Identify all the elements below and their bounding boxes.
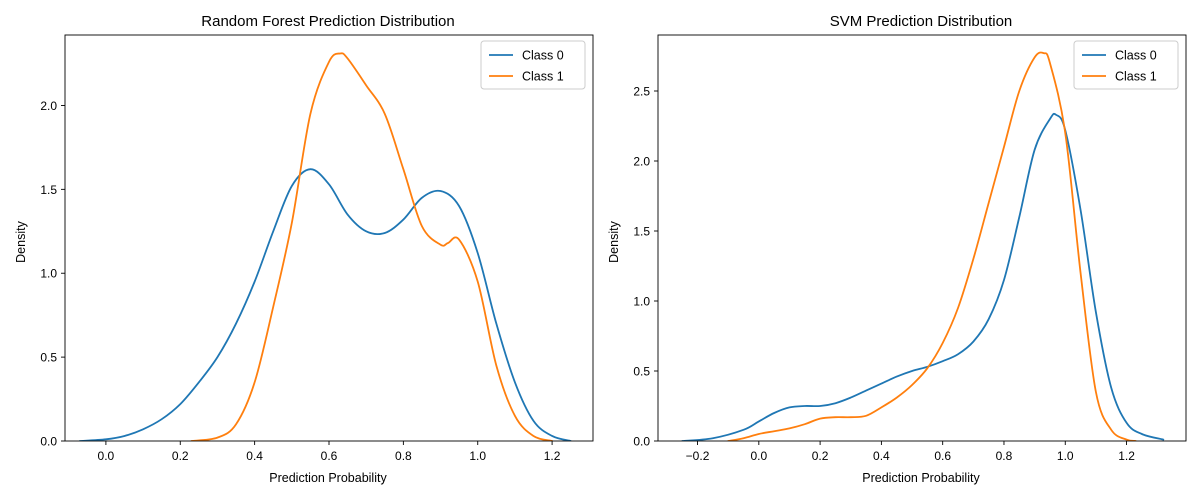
legend-label-class-0: Class 0 xyxy=(522,49,564,63)
y-tick-label: 2.0 xyxy=(633,155,650,169)
series-line-class-1 xyxy=(727,51,1137,441)
y-tick-label: 0.5 xyxy=(40,351,57,365)
x-tick-label: 1.0 xyxy=(1057,449,1074,463)
y-axis-label: Density xyxy=(14,220,28,262)
y-tick-label: 1.0 xyxy=(40,267,57,281)
y-tick-label: 0.0 xyxy=(633,435,650,449)
x-tick-label: 1.2 xyxy=(544,449,561,463)
x-tick-label: 1.0 xyxy=(469,449,486,463)
legend-label-class-1: Class 1 xyxy=(522,70,564,84)
chart-title: SVM Prediction Distribution xyxy=(830,13,1013,30)
plot-frame xyxy=(657,34,1187,442)
x-tick-label: 0.6 xyxy=(321,449,338,463)
y-axis-label: Density xyxy=(607,220,621,262)
chart-title: Random Forest Prediction Distribution xyxy=(201,13,454,30)
x-tick-label: 0.8 xyxy=(395,449,412,463)
x-tick-label: 0.2 xyxy=(172,449,189,463)
legend: Class 0 Class 1 xyxy=(480,40,586,90)
x-axis-label: Prediction Probability xyxy=(862,471,980,485)
svm-panel: SVM Prediction Distribution Prediction P… xyxy=(607,13,1187,485)
y-tick-label: 0.5 xyxy=(633,365,650,379)
legend-box xyxy=(480,40,586,90)
x-tick-label: 1.2 xyxy=(1118,449,1135,463)
x-tick-label: 0.2 xyxy=(812,449,829,463)
series-line-class-0 xyxy=(681,112,1165,441)
x-tick-label: −0.2 xyxy=(686,449,710,463)
y-tick-label: 2.0 xyxy=(40,99,57,113)
y-tick-label: 1.0 xyxy=(633,295,650,309)
y-tick-label: 2.5 xyxy=(633,85,650,99)
x-tick-label: 0.6 xyxy=(934,449,951,463)
legend-box xyxy=(1073,40,1179,90)
x-tick-label: 0.0 xyxy=(98,449,115,463)
x-tick-label: 0.4 xyxy=(873,449,890,463)
y-tick-label: 1.5 xyxy=(633,225,650,239)
legend-label-class-0: Class 0 xyxy=(1115,49,1157,63)
legend-label-class-1: Class 1 xyxy=(1115,70,1157,84)
y-tick-label: 1.5 xyxy=(40,183,57,197)
x-tick-label: 0.8 xyxy=(996,449,1013,463)
random-forest-panel: Random Forest Prediction Distribution Pr… xyxy=(14,13,594,485)
x-tick-label: 0.4 xyxy=(246,449,263,463)
series-line-class-0 xyxy=(78,168,572,441)
series-line-class-1 xyxy=(190,52,553,441)
x-tick-label: 0.0 xyxy=(750,449,767,463)
legend: Class 0 Class 1 xyxy=(1073,40,1179,90)
x-axis-label: Prediction Probability xyxy=(269,471,387,485)
y-tick-label: 0.0 xyxy=(40,435,57,449)
